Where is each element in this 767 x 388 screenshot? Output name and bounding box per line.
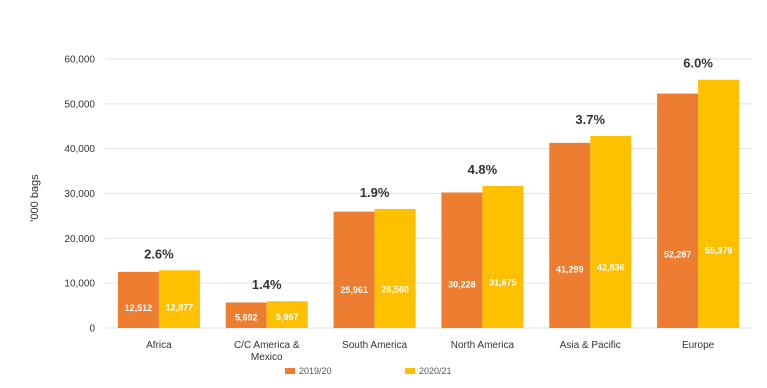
bar-value-label: 5,967 [276,312,299,322]
bars [117,79,740,328]
growth-label: 3.7% [575,112,605,127]
legend-swatch [285,368,295,374]
bar-value-label: 25,961 [340,285,368,295]
y-tick-label: 0 [89,324,95,335]
x-tick-label: Asia & Pacific [560,340,621,351]
growth-label: 2.6% [144,246,174,261]
x-tick-label: Europe [682,340,715,351]
x-tick-label: Africa [146,340,172,351]
bar-value-label: 55,379 [705,246,733,256]
bar-series-2 [374,208,416,328]
bar-value-label: 42,836 [597,262,625,272]
bar-series-2 [590,135,632,328]
bar-value-label: 31,675 [489,277,517,287]
gridlines [105,58,752,329]
legend: 2019/20 2020/21 [285,366,452,376]
x-tick-label: Mexico [251,352,283,363]
bar-value-label: 12,877 [166,303,194,313]
growth-label: 1.9% [360,185,390,200]
y-axis-label: '000 bags [29,174,41,222]
y-tick-label: 60,000 [64,55,95,66]
bar-series-1 [333,211,375,328]
y-tick-label: 50,000 [64,99,95,110]
x-tick-label: C/C America & [234,340,300,351]
bar-value-label: 41,299 [556,264,584,274]
bar-value-label: 12,512 [125,303,153,313]
bar-value-label: 26,560 [381,284,409,294]
x-tick-label: North America [451,340,515,351]
x-tick-label: South America [342,340,407,351]
bar-series-2 [698,79,740,328]
legend-swatch [405,368,415,374]
growth-label: 4.8% [468,162,498,177]
bar-series-1 [225,302,267,328]
bar-value-label: 30,228 [448,279,476,289]
bar-series-2 [158,270,200,328]
bar-series-2 [266,301,308,328]
bar-value-label: 5,692 [235,312,258,322]
legend-label: 2020/21 [419,366,452,376]
y-tick-label: 30,000 [64,189,95,200]
bar-series-1 [549,142,591,328]
bar-series-2 [482,185,524,328]
bar-series-1 [117,271,159,328]
bar-series-1 [441,192,483,328]
bar-series-1 [657,93,699,328]
growth-label: 1.4% [252,277,282,292]
y-tick-label: 40,000 [64,144,95,155]
y-tick-label: 20,000 [64,234,95,245]
legend-label: 2019/20 [299,366,332,376]
growth-label: 6.0% [683,56,713,71]
bar-value-label: 52,287 [664,250,692,260]
labels: 0 10,000 20,000 30,000 40,000 50,000 60,000 12,… [64,55,732,364]
y-tick-label: 10,000 [64,279,95,290]
